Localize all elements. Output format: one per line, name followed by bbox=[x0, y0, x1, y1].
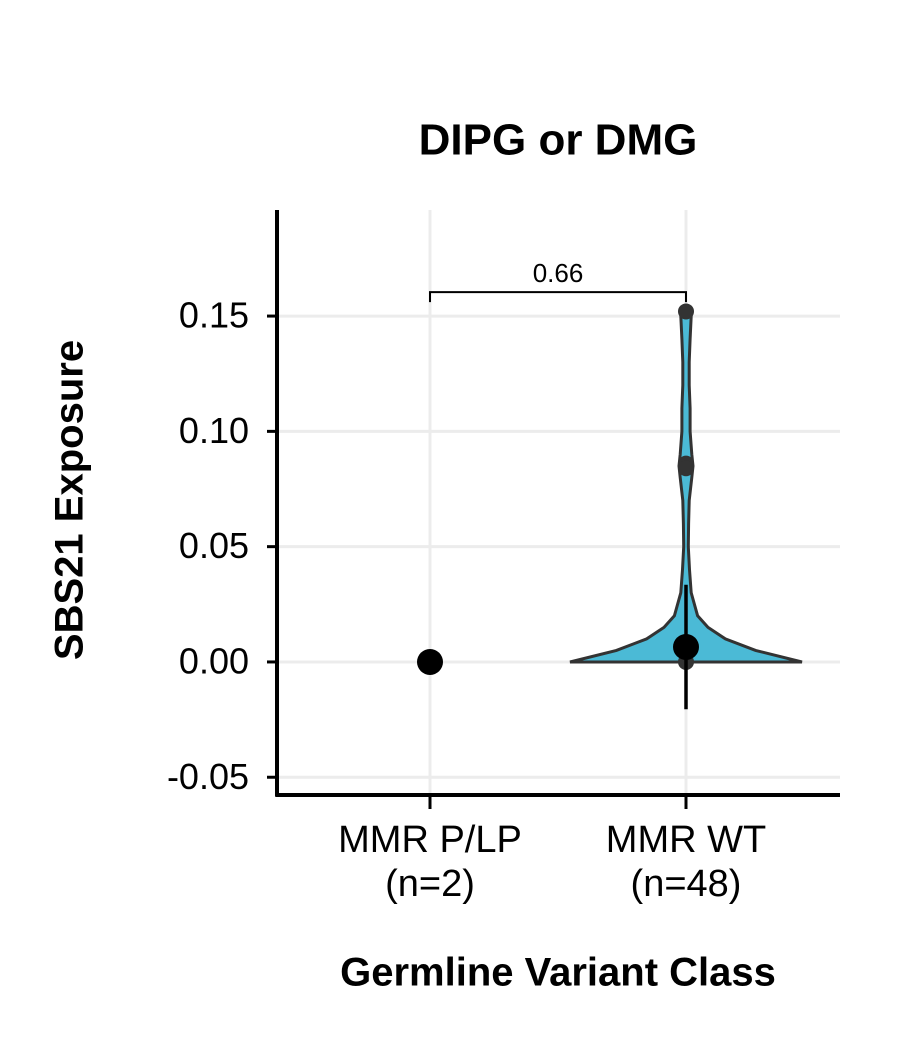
x-tick-label: MMR P/LP (n=2) bbox=[338, 819, 522, 905]
y-tick-label: -0.05 bbox=[167, 756, 249, 797]
mean-point bbox=[417, 648, 443, 675]
data-point bbox=[678, 303, 694, 320]
y-tick-label: 0.00 bbox=[179, 640, 249, 681]
y-tick-label: 0.10 bbox=[179, 410, 249, 451]
mean-point bbox=[673, 633, 699, 660]
chart-title: DIPG or DMG bbox=[419, 116, 698, 165]
x-axis-title: Germline Variant Class bbox=[340, 951, 776, 995]
y-axis-title: SBS21 Exposure bbox=[48, 340, 92, 660]
significance-label: 0.66 bbox=[533, 258, 584, 288]
y-tick-label: 0.05 bbox=[179, 525, 249, 566]
y-tick-label: 0.15 bbox=[179, 295, 249, 336]
data-point bbox=[678, 460, 694, 477]
x-tick-label: MMR WT (n=48) bbox=[605, 819, 767, 905]
significance-bracket bbox=[429, 291, 687, 303]
